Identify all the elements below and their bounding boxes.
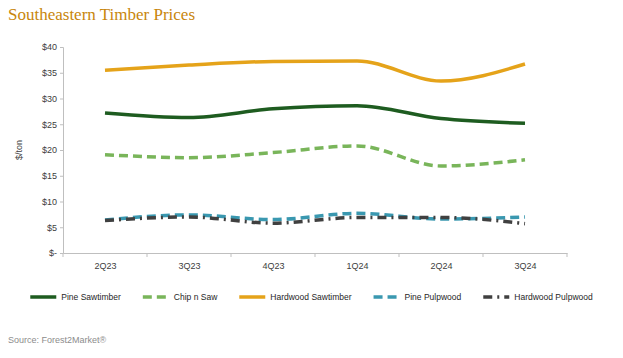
y-tick: $40	[42, 42, 63, 52]
y-axis-title: $/ton	[14, 140, 24, 160]
source-note: Source: Forest2Market®	[8, 335, 107, 345]
legend-swatch	[30, 295, 56, 299]
title: Southeastern Timber Prices	[8, 5, 195, 24]
y-tick: $5	[47, 223, 63, 233]
legend-label: Hardwood Sawtimber	[270, 292, 351, 302]
x-separator	[483, 253, 484, 257]
legend-label: Hardwood Pulpwood	[514, 292, 593, 302]
y-tick-label: $-	[49, 248, 57, 258]
x-tick: 2Q23	[94, 253, 116, 271]
chart: Southeastern Timber Prices$-$5$10$15$20$…	[0, 0, 623, 358]
y-tick: $-	[49, 248, 63, 258]
x-tick: 1Q24	[346, 253, 368, 271]
y-tick-label: $15	[42, 171, 57, 181]
y-axis-line	[60, 48, 64, 254]
y-tick: $25	[42, 120, 63, 130]
y-tick-label: $20	[42, 145, 57, 155]
y-tick-mark	[60, 150, 63, 151]
x-tick-label: 3Q23	[178, 261, 200, 271]
x-tick-label: 3Q24	[514, 261, 536, 271]
x-tick: 3Q24	[514, 253, 536, 271]
y-tick: $10	[42, 197, 63, 207]
y-tick: $30	[42, 94, 63, 104]
legend-item: Hardwood Sawtimber	[239, 292, 351, 302]
legend-swatch	[374, 295, 400, 299]
series-line	[105, 61, 525, 81]
legend-label: Pine Sawtimber	[61, 292, 121, 302]
legend-item: Hardwood Pulpwood	[483, 292, 593, 302]
x-tick-label: 2Q24	[430, 261, 452, 271]
legend-swatch	[483, 295, 509, 299]
x-separator	[315, 253, 316, 257]
x-tick: 2Q24	[430, 253, 452, 271]
legend: Pine Sawtimber Chip n Saw Hardwood Sawtimb…	[30, 292, 593, 302]
y-tick: $20	[42, 145, 63, 155]
legend-label: Chip n Saw	[174, 292, 218, 302]
y-axis: $- $5 $10 $15 $20 $25 $30 $35 $40	[42, 42, 64, 258]
y-tick-mark	[60, 99, 63, 100]
x-axis: 2Q23 3Q23 4Q23 1Q24 2Q24 3Q24	[63, 253, 568, 271]
y-tick-mark	[60, 47, 63, 48]
series-line	[105, 146, 525, 166]
legend-swatch	[239, 295, 265, 299]
x-tick-label: 4Q23	[262, 261, 284, 271]
x-separator	[147, 253, 148, 257]
legend-label: Pine Pulpwood	[405, 292, 462, 302]
y-tick-mark	[60, 176, 63, 177]
y-tick-label: $35	[42, 68, 57, 78]
y-tick-label: $10	[42, 197, 57, 207]
series-line	[105, 106, 525, 124]
x-tick-label: 2Q23	[94, 261, 116, 271]
legend-item: Chip n Saw	[143, 292, 218, 302]
x-tick: 3Q23	[178, 253, 200, 271]
y-tick-mark	[60, 202, 63, 203]
x-separator	[567, 253, 568, 257]
legend-swatch	[143, 295, 169, 299]
y-tick-label: $40	[42, 42, 57, 52]
y-tick-mark	[60, 124, 63, 125]
y-tick: $35	[42, 68, 63, 78]
y-tick-label: $30	[42, 94, 57, 104]
y-tick: $15	[42, 171, 63, 181]
x-separator	[399, 253, 400, 257]
x-separator	[231, 253, 232, 257]
y-tick-mark	[60, 73, 63, 74]
y-tick-label: $25	[42, 120, 57, 130]
y-tick-mark	[60, 227, 63, 228]
series-line	[105, 217, 525, 224]
y-tick-label: $5	[47, 223, 57, 233]
x-tick-label: 1Q24	[346, 261, 368, 271]
plot-area	[105, 61, 525, 224]
x-separator	[63, 253, 64, 257]
legend-item: Pine Pulpwood	[374, 292, 462, 302]
x-tick: 4Q23	[262, 253, 284, 271]
legend-item: Pine Sawtimber	[30, 292, 121, 302]
